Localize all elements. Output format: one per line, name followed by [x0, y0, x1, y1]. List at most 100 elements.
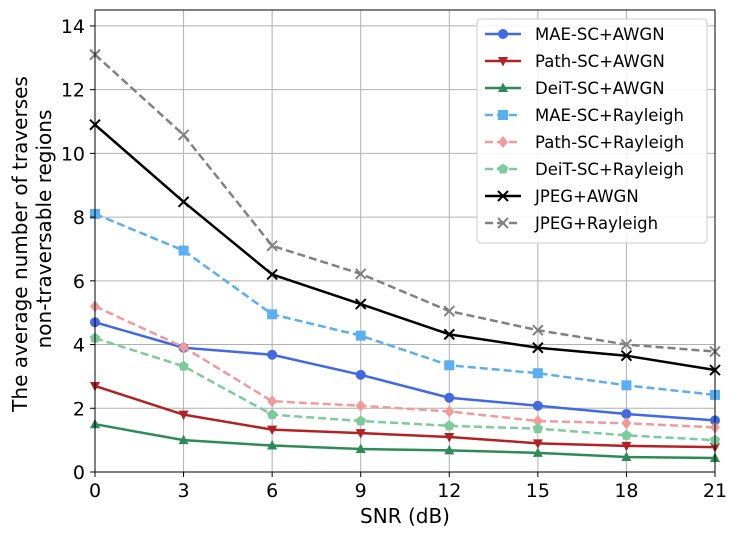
ticks: 0 3 6 9 12 15 18 21 0 2 4 6 8 10 12 14 — [61, 16, 727, 502]
data-point — [177, 196, 190, 208]
series-line — [94, 305, 716, 429]
data-point — [621, 451, 632, 462]
legend-label: DeiT-SC+AWGN — [535, 79, 665, 98]
y-tick-label: 14 — [61, 16, 85, 38]
series-jpeg-rayleigh — [89, 48, 721, 358]
data-point — [355, 399, 366, 412]
data-point — [444, 405, 455, 418]
series-line — [94, 123, 716, 372]
data-point — [355, 429, 366, 439]
data-point — [444, 444, 455, 455]
x-tick-label: 21 — [703, 480, 727, 502]
data-point — [532, 324, 544, 336]
y-tick-label: 0 — [73, 462, 85, 484]
series-line — [94, 422, 716, 460]
legend-marker — [497, 163, 509, 174]
legend-marker — [498, 82, 508, 92]
legend: MAE-SC+AWGN Path-SC+AWGN DeiT-SC+AWGN MAE-S… — [476, 18, 708, 244]
data-point — [620, 349, 633, 362]
data-point — [178, 245, 189, 256]
legend-marker — [498, 136, 508, 148]
legend-label: JPEG+AWGN — [534, 187, 639, 206]
y-tick-label: 4 — [73, 335, 85, 357]
data-point — [355, 369, 366, 380]
x-tick-label: 15 — [526, 480, 550, 502]
data-point — [178, 410, 189, 421]
data-point — [266, 268, 278, 281]
data-point — [266, 240, 278, 252]
legend-marker — [498, 29, 508, 39]
series-line — [94, 212, 716, 397]
y-axis-label-line-1: The average number of traverses — [8, 76, 32, 413]
legend-marker — [498, 110, 508, 120]
data-point — [267, 349, 278, 360]
data-point — [532, 400, 543, 411]
series-path-sc-awgn — [90, 381, 720, 453]
data-point — [267, 395, 278, 408]
legend-label: MAE-SC+AWGN — [535, 25, 665, 44]
data-point — [621, 441, 632, 452]
data-point — [532, 423, 544, 434]
x-axis-label: SNR (dB) — [360, 504, 450, 528]
series-line — [94, 321, 716, 422]
data-point — [444, 360, 455, 371]
data-point — [443, 305, 455, 317]
data-point — [621, 409, 632, 420]
data-point — [532, 368, 543, 379]
y-axis-label-line-2: non-traversable regions — [32, 110, 56, 349]
data-point — [621, 429, 632, 440]
series-deit-sc-rayleigh — [89, 332, 721, 445]
x-tick-label: 6 — [266, 480, 278, 502]
series-jpeg-awgn — [89, 118, 721, 376]
data-point — [267, 425, 278, 436]
legend-label: Path-SC+AWGN — [535, 52, 665, 71]
series-mae-sc-awgn — [90, 317, 720, 426]
legend-label: DeiT-SC+Rayleigh — [535, 160, 684, 179]
x-tick-label: 0 — [89, 480, 101, 502]
legend-label: JPEG+Rayleigh — [534, 214, 658, 233]
data-point — [267, 309, 278, 320]
legend-marker — [498, 57, 508, 67]
legend-box — [476, 18, 708, 244]
data-point — [532, 342, 544, 354]
x-tick-label: 3 — [178, 480, 190, 502]
y-tick-label: 2 — [73, 398, 85, 420]
plot-frame — [94, 9, 716, 473]
data-point — [532, 415, 543, 428]
y-tick-label: 12 — [61, 80, 85, 102]
series-line — [94, 336, 716, 442]
legend-label: MAE-SC+Rayleigh — [535, 106, 684, 125]
x-tick-label: 18 — [614, 480, 638, 502]
data-point — [444, 432, 455, 443]
series-line — [94, 384, 716, 449]
legend-marker — [497, 190, 509, 202]
data-point — [355, 443, 366, 454]
data-point — [355, 298, 367, 310]
data-point — [621, 380, 632, 391]
x-tick-label: 12 — [437, 480, 461, 502]
data-point — [178, 434, 189, 445]
data-point — [443, 328, 455, 341]
data-point — [267, 440, 278, 450]
legend-label: Path-SC+Rayleigh — [535, 133, 684, 152]
data-point — [444, 420, 455, 431]
data-point — [178, 341, 189, 354]
data-point — [266, 409, 278, 420]
data-point — [621, 417, 632, 430]
y-tick-label: 6 — [73, 271, 85, 293]
data-point — [444, 392, 455, 403]
data-point — [620, 338, 633, 351]
y-tick-label: 8 — [73, 207, 85, 229]
data-point — [177, 129, 190, 141]
x-tick-label: 9 — [355, 480, 367, 502]
series-path-sc-rayleigh — [90, 300, 720, 434]
data-point — [532, 439, 543, 449]
y-tick-label: 10 — [61, 143, 85, 165]
series-layer — [89, 48, 721, 462]
data-point — [355, 268, 367, 280]
legend-marker — [497, 217, 509, 229]
data-point — [532, 447, 543, 457]
data-point — [355, 415, 366, 426]
data-point — [178, 360, 189, 371]
data-point — [355, 330, 366, 341]
